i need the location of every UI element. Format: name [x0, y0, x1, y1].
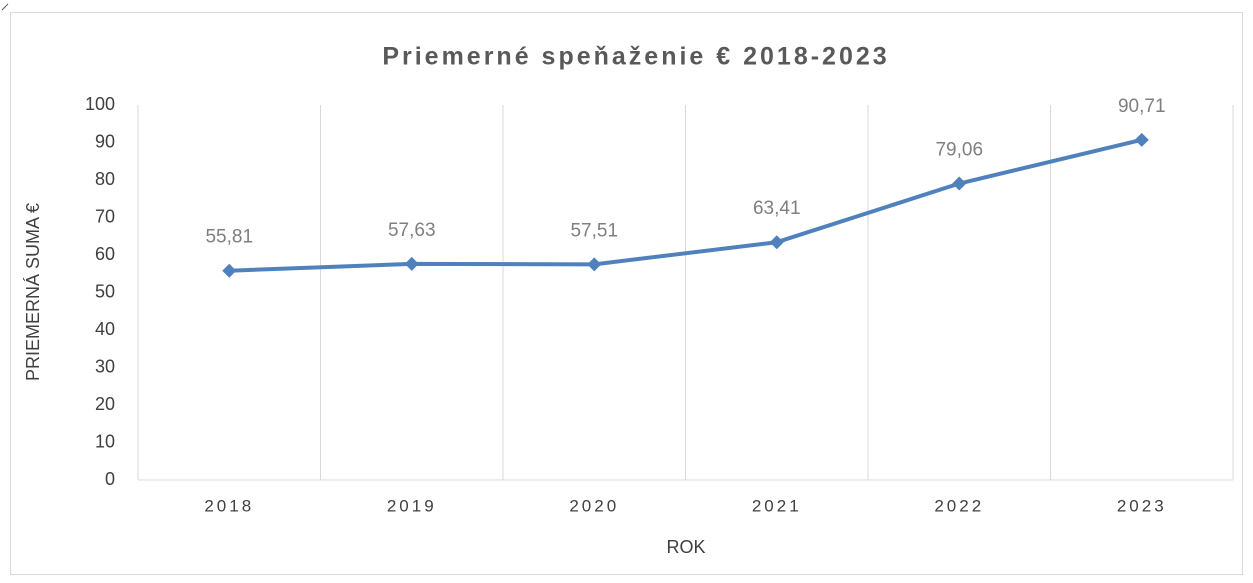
y-tick-label: 20 — [95, 394, 115, 414]
marker — [587, 257, 602, 272]
y-tick-label: 30 — [95, 356, 115, 376]
y-tick-label: 100 — [85, 94, 115, 114]
y-tick-label: 60 — [95, 244, 115, 264]
x-axis-label: ROK — [666, 537, 705, 557]
x-tick-label: 2022 — [934, 496, 984, 515]
marker — [769, 235, 784, 250]
marker — [952, 176, 967, 191]
data-label: 90,71 — [1118, 96, 1166, 117]
x-tick-label: 2019 — [387, 496, 437, 515]
y-tick-label: 40 — [95, 319, 115, 339]
data-label: 57,51 — [570, 220, 618, 241]
chart-border — [10, 12, 1243, 575]
x-tick-label: 2021 — [752, 496, 802, 515]
x-tick-label: 2018 — [204, 496, 254, 515]
line — [229, 137, 1143, 273]
y-tick-label: 70 — [95, 206, 115, 226]
marker — [222, 263, 237, 278]
data-label: 55,81 — [205, 227, 253, 248]
y-tick-label: 90 — [95, 131, 115, 151]
marker — [404, 256, 419, 271]
data-label: 57,63 — [388, 220, 436, 241]
y-axis-label: PRIEMERNÁ SUMA € — [23, 203, 43, 381]
data-label: 63,41 — [753, 198, 801, 219]
corner-mark — [1, 3, 9, 11]
x-tick-label: 2020 — [569, 496, 619, 515]
y-tick-label: 80 — [95, 169, 115, 189]
chart-title: Priemerné speňaženie € 2018-2023 — [382, 43, 889, 71]
marker — [1134, 132, 1149, 147]
y-tick-label: 0 — [105, 469, 115, 489]
y-tick-label: 50 — [95, 281, 115, 301]
data-label: 79,06 — [935, 140, 983, 161]
y-tick-label: 10 — [95, 431, 115, 451]
x-tick-label: 2023 — [1117, 496, 1167, 515]
